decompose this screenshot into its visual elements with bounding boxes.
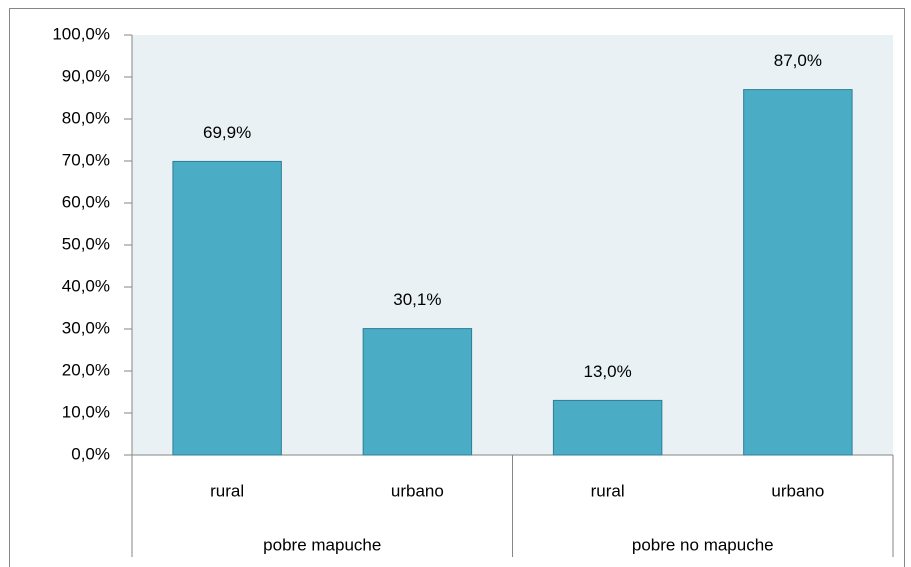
y-tick-label: 40,0% (62, 276, 110, 295)
y-tick-label: 30,0% (62, 318, 110, 337)
y-tick-label: 60,0% (62, 192, 110, 211)
y-tick-label: 70,0% (62, 150, 110, 169)
bar (743, 89, 853, 456)
data-label: 87,0% (774, 51, 822, 70)
group-label: pobre no mapuche (632, 535, 774, 554)
x-tick-label: urbano (391, 481, 444, 500)
group-label: pobre mapuche (263, 535, 381, 554)
y-tick-label: 10,0% (62, 402, 110, 421)
data-label: 69,9% (203, 123, 251, 142)
y-tick-label: 20,0% (62, 360, 110, 379)
x-tick-label: rural (591, 481, 625, 500)
bar (362, 328, 473, 456)
data-label: 13,0% (584, 362, 632, 381)
y-tick-label: 80,0% (62, 108, 110, 127)
y-tick-label: 100,0% (52, 24, 110, 43)
y-tick-label: 90,0% (62, 66, 110, 85)
y-tick-label: 50,0% (62, 234, 110, 253)
data-label: 30,1% (393, 290, 441, 309)
x-tick-label: urbano (771, 481, 824, 500)
x-tick-label: rural (210, 481, 244, 500)
y-tick-label: 0,0% (71, 444, 110, 463)
bar (172, 160, 282, 456)
bar (552, 399, 663, 456)
